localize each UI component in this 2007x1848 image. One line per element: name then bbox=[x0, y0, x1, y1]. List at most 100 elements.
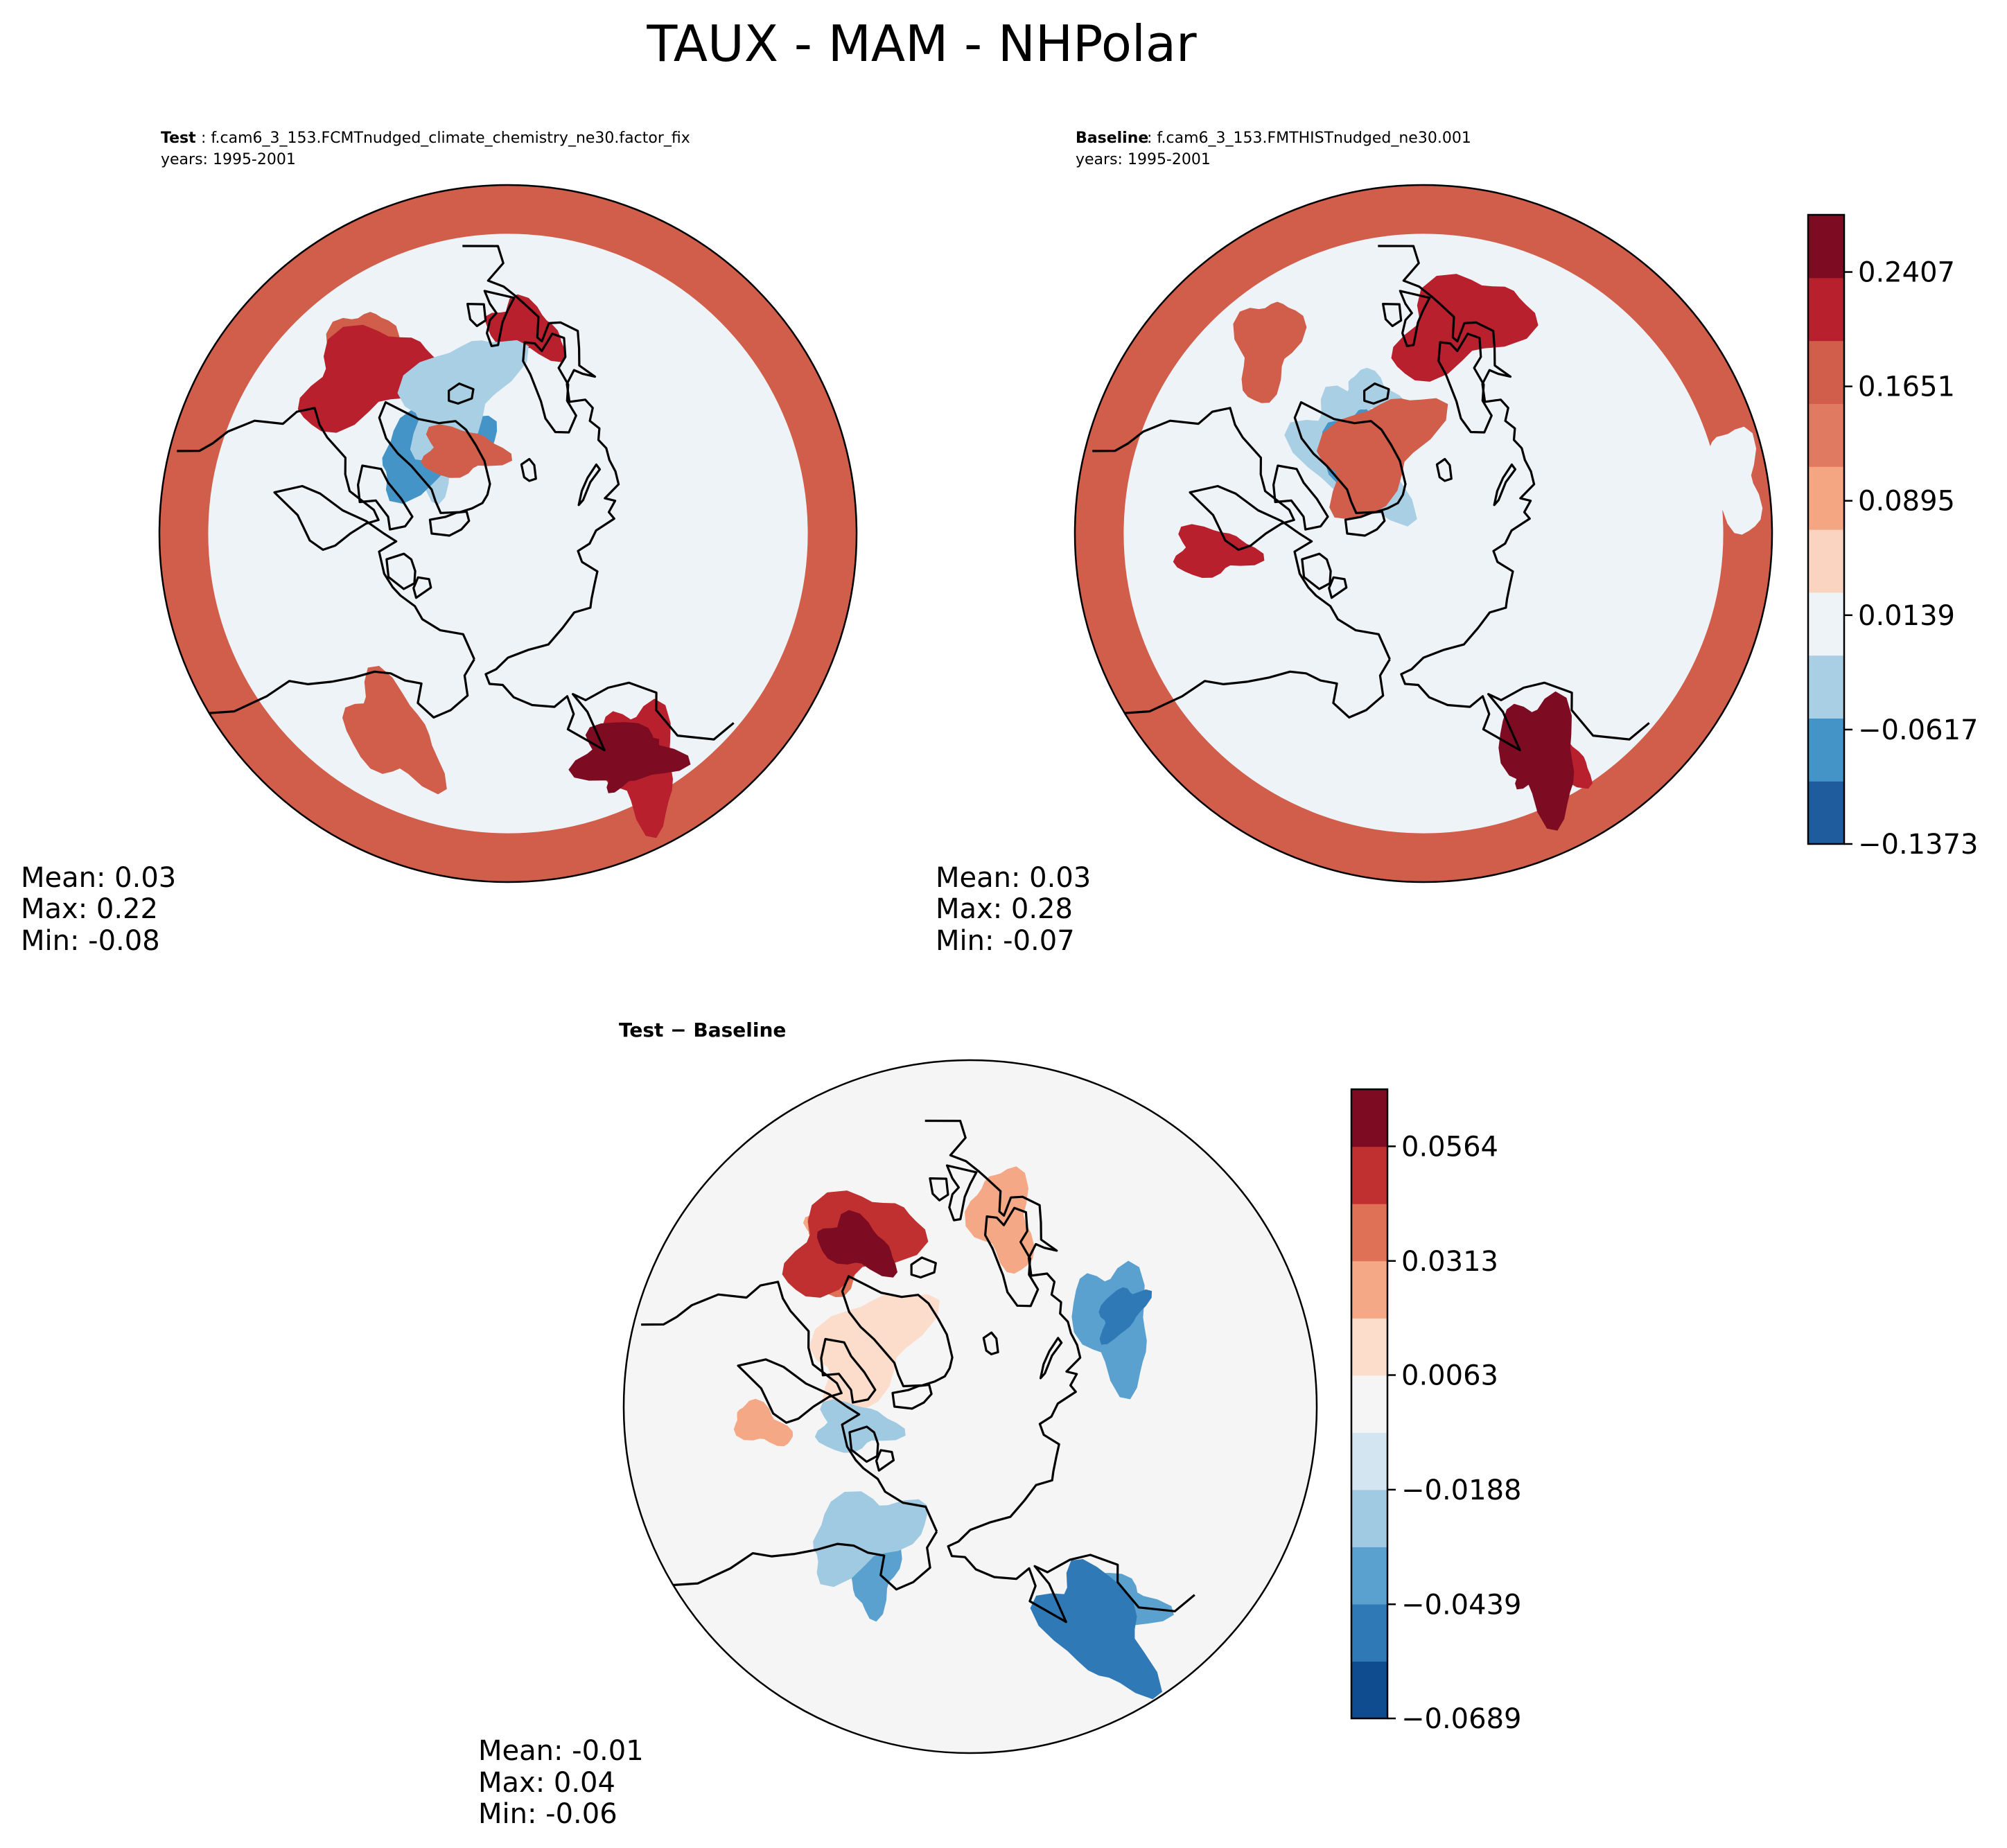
colorbar-segment bbox=[1351, 1260, 1387, 1319]
coastline bbox=[522, 333, 577, 434]
coastline bbox=[945, 1164, 978, 1222]
coastline bbox=[891, 1383, 933, 1410]
colorbar-segment bbox=[1351, 1375, 1387, 1433]
colorbar-segment bbox=[1808, 529, 1844, 593]
map-body bbox=[1075, 185, 1772, 882]
coastline bbox=[1124, 658, 1391, 719]
coastline bbox=[412, 576, 432, 599]
colorbar-tick-label: 0.0313 bbox=[1401, 1246, 1498, 1278]
coastline bbox=[1344, 510, 1386, 537]
colorbar-segment bbox=[1351, 1204, 1387, 1262]
coastline bbox=[1328, 576, 1348, 599]
colorbar-frame bbox=[1350, 1088, 1389, 1720]
colorbar-tick-label: 0.0139 bbox=[1858, 600, 1955, 632]
colorbar-segment bbox=[1808, 592, 1844, 656]
colorbar-tick-label: −0.0439 bbox=[1401, 1589, 1521, 1621]
colorbar-segment bbox=[1351, 1547, 1387, 1605]
colorbar-segment bbox=[1808, 655, 1844, 719]
coastline bbox=[924, 1119, 1195, 1623]
diff-map bbox=[622, 1059, 1318, 1754]
colorbar-segment bbox=[1808, 277, 1844, 342]
coastline bbox=[1493, 463, 1517, 507]
coastline bbox=[177, 407, 475, 660]
coastline bbox=[1272, 464, 1329, 531]
field-contour bbox=[733, 1398, 794, 1447]
abs-colorbar: −0.1373 −0.0617 0.0139 0.0895 0.1651 0.2407 bbox=[1807, 213, 1978, 861]
field-contour bbox=[1098, 1287, 1153, 1345]
map-boundary bbox=[1073, 184, 1773, 883]
diff-colorbar: −0.0689 −0.0439 −0.0188 0.0063 0.0313 0.0564 bbox=[1350, 1088, 1521, 1735]
colorbar-segment bbox=[1351, 1489, 1387, 1547]
coastline bbox=[1382, 303, 1403, 328]
field-contour bbox=[1030, 1559, 1162, 1700]
coastline bbox=[209, 658, 475, 719]
baseline-map bbox=[1073, 184, 1773, 883]
baseline-panel: Baseline : f.cam6_3_153.FMTHISTnudged_ne… bbox=[936, 130, 1773, 957]
test-map bbox=[158, 184, 858, 883]
colorbar-segment bbox=[1808, 718, 1844, 782]
diff-min: Min: -0.06 bbox=[478, 1798, 617, 1830]
coastline bbox=[910, 1256, 937, 1279]
baseline-label-bold: Baseline bbox=[1076, 130, 1148, 147]
coastline bbox=[1435, 457, 1453, 482]
coastline bbox=[641, 1281, 938, 1532]
coastline bbox=[1437, 333, 1493, 434]
field-contour bbox=[421, 424, 512, 478]
colorbar-segment bbox=[1808, 466, 1844, 530]
field-contour bbox=[377, 572, 448, 681]
coastline bbox=[448, 382, 475, 405]
colorbar-segment bbox=[1808, 781, 1844, 845]
coastline bbox=[1399, 290, 1431, 347]
map-boundary bbox=[158, 184, 858, 883]
diff-mean: Mean: -0.01 bbox=[478, 1735, 644, 1767]
map-boundary bbox=[622, 1059, 1318, 1754]
colorbar-segment bbox=[1351, 1603, 1387, 1662]
colorbar-tick-label: 0.0063 bbox=[1401, 1359, 1498, 1391]
field-contour bbox=[1173, 524, 1265, 578]
coastline bbox=[1363, 382, 1390, 405]
test-label-bold: Test bbox=[161, 130, 196, 147]
test-min: Min: -0.08 bbox=[21, 925, 160, 957]
colorbar-frame bbox=[1807, 213, 1846, 845]
field-contour bbox=[814, 1399, 906, 1453]
colorbar-tick-label: 0.0564 bbox=[1401, 1131, 1498, 1163]
colorbar-segment bbox=[1351, 1146, 1387, 1204]
coastline bbox=[848, 1425, 879, 1463]
coastline bbox=[1293, 401, 1407, 514]
diff-label: Test − Baseline bbox=[619, 1019, 786, 1041]
test-years: years: 1995-2001 bbox=[161, 151, 296, 168]
coastline bbox=[428, 510, 471, 537]
baseline-min: Min: -0.07 bbox=[936, 925, 1075, 957]
coastline bbox=[378, 401, 491, 514]
colorbar-segment bbox=[1808, 403, 1844, 467]
colorbar-segment bbox=[1351, 1318, 1387, 1376]
colorbar-tick-label: 0.2407 bbox=[1858, 257, 1955, 289]
field-background bbox=[624, 1060, 1317, 1753]
coastline bbox=[1039, 1337, 1063, 1380]
test-label-name: : f.cam6_3_153.FCMTnudged_climate_chemis… bbox=[201, 130, 690, 147]
figure-title: TAUX - MAM - NHPolar bbox=[646, 15, 1197, 73]
colorbar-tick-label: 0.1651 bbox=[1858, 371, 1955, 403]
field-contour bbox=[809, 1294, 940, 1415]
colorbar-segment bbox=[1808, 215, 1844, 279]
coastline bbox=[929, 1177, 949, 1202]
baseline-years: years: 1995-2001 bbox=[1076, 151, 1211, 168]
coastline bbox=[982, 1331, 999, 1355]
coastline bbox=[820, 1337, 877, 1404]
coastline bbox=[841, 1275, 954, 1388]
colorbar-segment bbox=[1351, 1661, 1387, 1719]
baseline-max: Max: 0.28 bbox=[936, 893, 1073, 925]
diff-panel: Test − Baseline Mean: -0.01 Max: 0.04 Mi… bbox=[478, 1019, 1318, 1830]
coastline bbox=[483, 290, 516, 347]
colorbar-tick-label: −0.1373 bbox=[1858, 829, 1978, 861]
colorbar-segment bbox=[1808, 340, 1844, 404]
colorbar-segment bbox=[1351, 1089, 1387, 1147]
coastline bbox=[385, 552, 417, 590]
coastline bbox=[1301, 552, 1332, 590]
field-contour bbox=[816, 1210, 897, 1278]
coastline bbox=[462, 245, 735, 752]
colorbar-tick-label: −0.0617 bbox=[1858, 714, 1978, 746]
coastline bbox=[1378, 245, 1650, 752]
field-contour bbox=[342, 666, 447, 795]
